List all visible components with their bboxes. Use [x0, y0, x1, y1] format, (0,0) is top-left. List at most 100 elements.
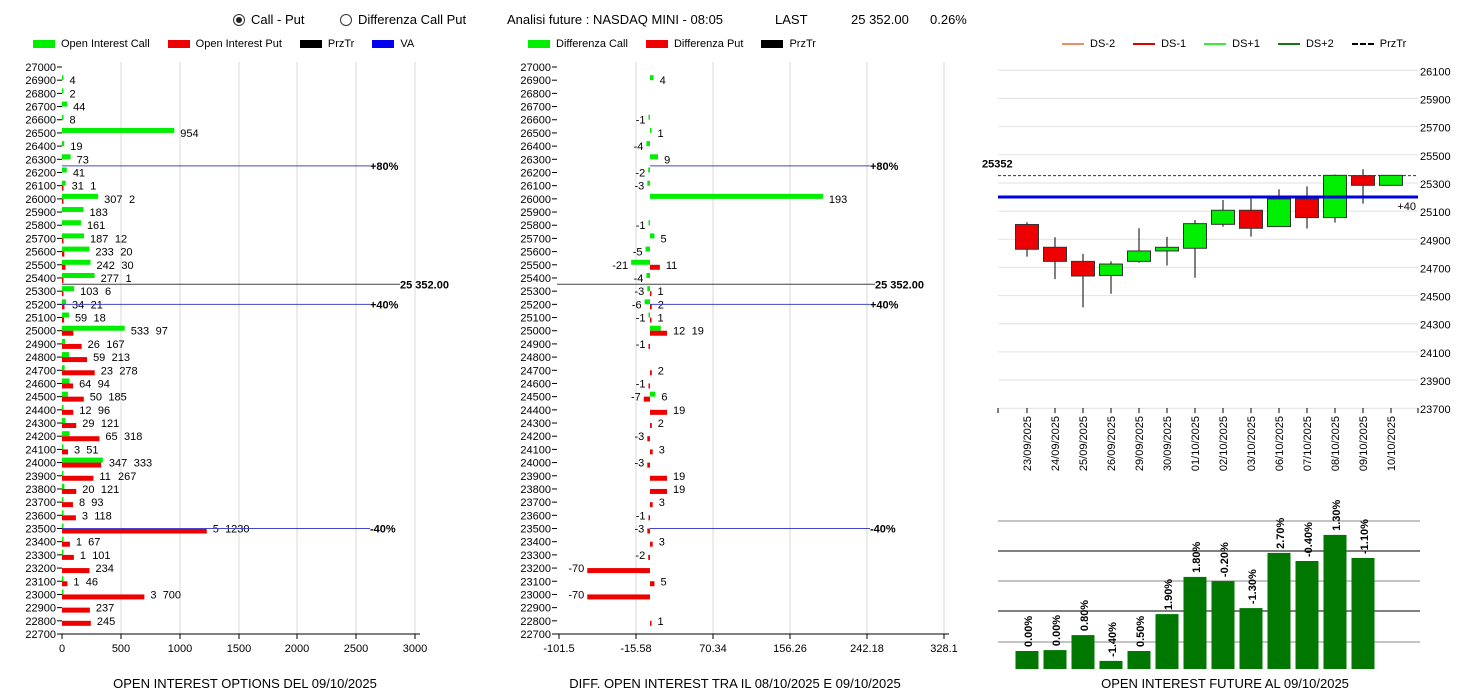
left_chart-value-label: 167 — [106, 339, 124, 351]
candle-y-label: 24300 — [1420, 320, 1451, 332]
mid_chart-put-bar — [650, 488, 668, 494]
candle-body — [1043, 246, 1067, 262]
left_chart-value-label: 278 — [119, 365, 137, 377]
mid_chart-put-bar — [587, 594, 650, 600]
left_chart-value-label: 31 — [72, 181, 84, 193]
left_chart-put-bar — [62, 423, 77, 429]
mid_chart-x-tick-label: 70.34 — [699, 643, 727, 655]
legend-ds+1: DS+1 — [1204, 38, 1260, 50]
last-value: 25 352.00 — [851, 12, 909, 27]
left_chart-strike-label: 25300 — [25, 286, 56, 298]
left_chart-put-bar — [62, 528, 207, 534]
left_chart-call-bar — [62, 180, 66, 186]
candle-y-label: 25100 — [1420, 207, 1451, 219]
left_chart-put-bar — [62, 238, 64, 244]
future-oi-bar — [1127, 651, 1151, 669]
left_chart-strike-label: 23900 — [25, 471, 56, 483]
left_chart-value-label: 1 — [76, 537, 82, 549]
left_chart-put-bar — [62, 185, 64, 191]
mid_chart-put-bar — [648, 554, 650, 560]
candle-y-label: 24900 — [1420, 235, 1451, 247]
radio-differenza-call-put[interactable]: Differenza Call Put — [340, 12, 466, 27]
left_chart-strike-label: 25400 — [25, 273, 56, 285]
mid_chart-call-bar — [650, 391, 656, 397]
mid_chart-strike-label: 25800 — [520, 220, 551, 232]
left_chart-call-bar — [62, 510, 64, 516]
mid_chart-put-bar — [650, 291, 652, 297]
mid_chart-call-bar — [647, 180, 650, 186]
left_chart-strike-label: 23000 — [25, 589, 56, 601]
left_chart-put-bar — [62, 554, 74, 560]
mid_chart-value-label: 193 — [829, 194, 847, 206]
left_chart-put-bar — [62, 317, 65, 323]
left_chart-value-label: 12 — [79, 405, 91, 417]
left_chart-strike-label: 24900 — [25, 339, 56, 351]
future-oi-label: 0.00% — [1051, 615, 1063, 646]
left_chart-strike-label: 26700 — [25, 102, 56, 114]
candle-y-label: 24700 — [1420, 263, 1451, 275]
left_chart-value-label: 237 — [96, 603, 114, 615]
mid_chart-call-bar — [646, 141, 650, 147]
left_chart-strike-label: 24000 — [25, 458, 56, 470]
left_chart-strike-label: 26800 — [25, 88, 56, 100]
left_chart-value-label: 8 — [79, 497, 85, 509]
left_chart-put-bar — [62, 330, 74, 336]
left_chart-strike-label: 25000 — [25, 326, 56, 338]
left_chart-put-bar — [62, 568, 90, 574]
left_chart-call-bar — [62, 75, 64, 81]
legend-prztr: PrzTr — [299, 38, 354, 50]
left_chart-strike-label: 25500 — [25, 260, 56, 272]
legend-prztr: PrzTr — [1351, 38, 1406, 50]
left_chart-strike-label: 26600 — [25, 115, 56, 127]
mid_chart-call-bar — [650, 154, 659, 160]
left_chart-value-label: 233 — [95, 247, 113, 259]
left_chart-strike-label: 23700 — [25, 497, 56, 509]
mid_chart-put-bar — [647, 528, 650, 534]
left_chart-value-label: 213 — [112, 352, 130, 364]
left_chart-strike-label: 22700 — [25, 629, 56, 641]
future-oi-label: 0.00% — [1023, 616, 1035, 647]
left_chart-call-bar — [62, 299, 67, 305]
mid_chart-strike-label: 22900 — [520, 603, 551, 615]
mid_chart-call-bar — [650, 193, 823, 199]
left_chart-x-tick-label: 500 — [112, 643, 130, 655]
mid_chart-strike-label: 23400 — [520, 537, 551, 549]
left_chart-put-bar — [62, 357, 88, 363]
mid-legend: Differenza Call Differenza Put PrzTr — [528, 38, 834, 50]
left_chart-strike-label: 25800 — [25, 220, 56, 232]
left_chart-call-bar — [62, 338, 66, 344]
mid_chart-put-bar — [643, 396, 650, 402]
candle-body — [1239, 209, 1263, 229]
left_chart-strike-label: 23200 — [25, 563, 56, 575]
mid_chart-strike-label: 27000 — [520, 62, 551, 74]
left_chart-value-label: 59 — [93, 352, 105, 364]
mid_chart-value-label: 4 — [660, 75, 666, 87]
left_chart-x-tick-label: 2500 — [344, 643, 368, 655]
left_chart-value-label: 3 — [82, 510, 88, 522]
right-legend: DS-2 DS-1 DS+1 DS+2 PrzTr — [1062, 38, 1424, 50]
left_chart-x-tick-label: 1500 — [227, 643, 251, 655]
mid_chart-strike-label: 25100 — [520, 313, 551, 325]
left_chart-call-bar — [62, 193, 99, 199]
left_chart-call-bar — [62, 154, 71, 160]
mid_chart-put-bar — [650, 581, 655, 587]
legend-oi-put: Open Interest Put — [167, 38, 282, 50]
mid_chart-strike-label: 25000 — [520, 326, 551, 338]
radio-call-put[interactable]: Call - Put — [233, 12, 304, 27]
mid_chart-strike-label: 26400 — [520, 141, 551, 153]
left_chart-put-bar — [62, 396, 84, 402]
future-oi-label: -1.30% — [1247, 569, 1259, 604]
mid_chart-value-label: 1 — [658, 286, 664, 298]
future-oi-bar — [1183, 576, 1207, 669]
mid_chart-value-label: 2 — [658, 365, 664, 377]
mid_chart-value-label: -2 — [635, 550, 645, 562]
mid_chart-x-tick-label: 156.26 — [773, 643, 807, 655]
mid_chart-value-label: -3 — [635, 458, 645, 470]
legend-diff-put: Differenza Put — [645, 38, 743, 50]
left_chart-call-bar — [62, 220, 81, 226]
mid_chart-put-bar — [650, 620, 652, 626]
left_chart-value-label: 11 — [99, 471, 110, 483]
left_chart-strike-label: 25900 — [25, 207, 56, 219]
mid_chart-value-label: -3 — [635, 524, 645, 536]
